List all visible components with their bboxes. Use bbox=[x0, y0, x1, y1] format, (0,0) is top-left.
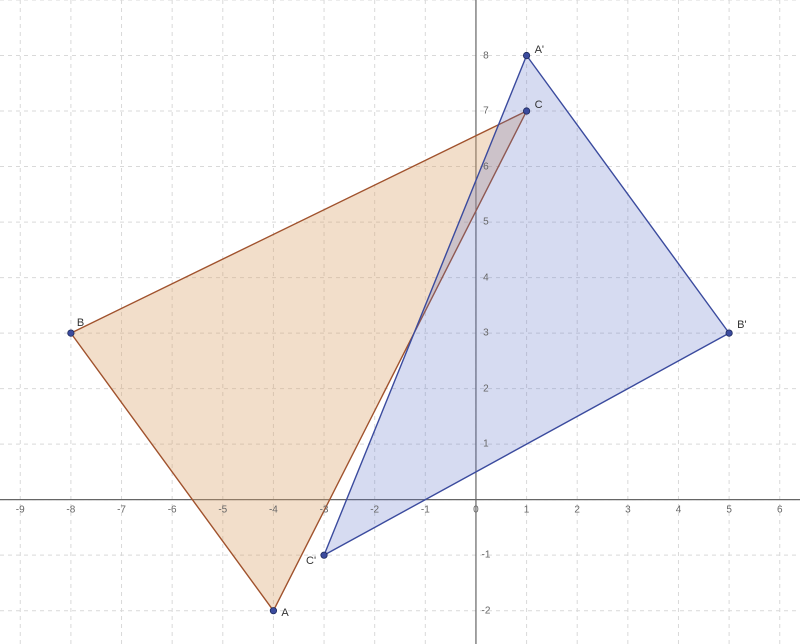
point-bprime bbox=[726, 330, 732, 336]
point-a bbox=[270, 607, 276, 613]
point-c bbox=[523, 108, 529, 114]
point-b bbox=[68, 330, 74, 336]
point-cprime bbox=[321, 552, 327, 558]
coordinate-plot: BCAA'B'C'-9-8-7-6-5-4-3-2-10123456-2-112… bbox=[0, 0, 800, 644]
plot-svg bbox=[0, 0, 800, 644]
point-aprime bbox=[523, 52, 529, 58]
